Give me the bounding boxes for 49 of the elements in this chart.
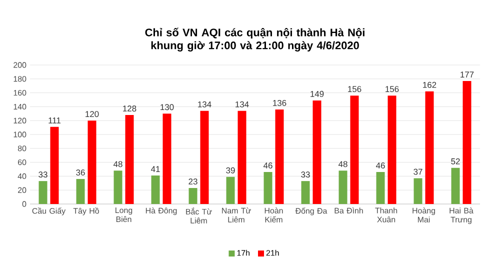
data-label: 136: [273, 100, 286, 106]
bar: [350, 96, 359, 204]
bar: [451, 168, 460, 204]
bar: [275, 109, 284, 204]
bar: [188, 188, 198, 204]
data-label: 33: [301, 172, 310, 178]
data-label: 149: [310, 90, 324, 97]
bar: [125, 115, 134, 204]
data-label: 134: [236, 101, 249, 108]
bar: [388, 96, 396, 204]
data-label: 156: [348, 86, 362, 92]
bar: [50, 126, 59, 204]
data-label: 156: [386, 86, 399, 92]
data-label: 48: [113, 161, 122, 168]
bar: [238, 110, 246, 204]
bar: [88, 120, 96, 204]
data-label: 39: [226, 167, 235, 174]
bar: [200, 110, 209, 204]
bar: [376, 172, 385, 204]
bar: [312, 100, 322, 204]
bar: [264, 172, 272, 204]
data-label: 36: [76, 169, 85, 176]
data-label: 134: [198, 101, 212, 108]
bar: [162, 114, 172, 204]
bar: [226, 176, 235, 204]
bar: [301, 181, 310, 204]
data-label: 52: [451, 158, 460, 164]
data-label: 23: [188, 178, 198, 184]
bar: [114, 170, 122, 204]
data-label: 37: [414, 168, 422, 175]
data-label: 130: [160, 104, 174, 110]
data-label: 111: [48, 118, 61, 124]
bar: [76, 178, 85, 204]
data-label: 177: [460, 72, 474, 78]
bar: [338, 170, 348, 204]
data-label: 46: [263, 162, 272, 169]
bar: [414, 178, 422, 204]
data-label: 33: [38, 172, 48, 178]
data-label: 162: [423, 82, 436, 88]
bar: [38, 181, 48, 204]
bar: [151, 176, 160, 204]
data-label: 128: [123, 106, 136, 112]
bar: [425, 91, 434, 204]
data-label: 41: [150, 166, 160, 172]
data-label: 120: [86, 111, 99, 118]
bar: [462, 80, 472, 204]
data-label: 46: [376, 162, 385, 169]
chart-title: Chỉ số VN AQI các quận nội thành Hà Nội khung giờ 17:00 và 21:00 ngày 4/6/2020: [145, 28, 364, 52]
data-label: 48: [338, 161, 348, 168]
